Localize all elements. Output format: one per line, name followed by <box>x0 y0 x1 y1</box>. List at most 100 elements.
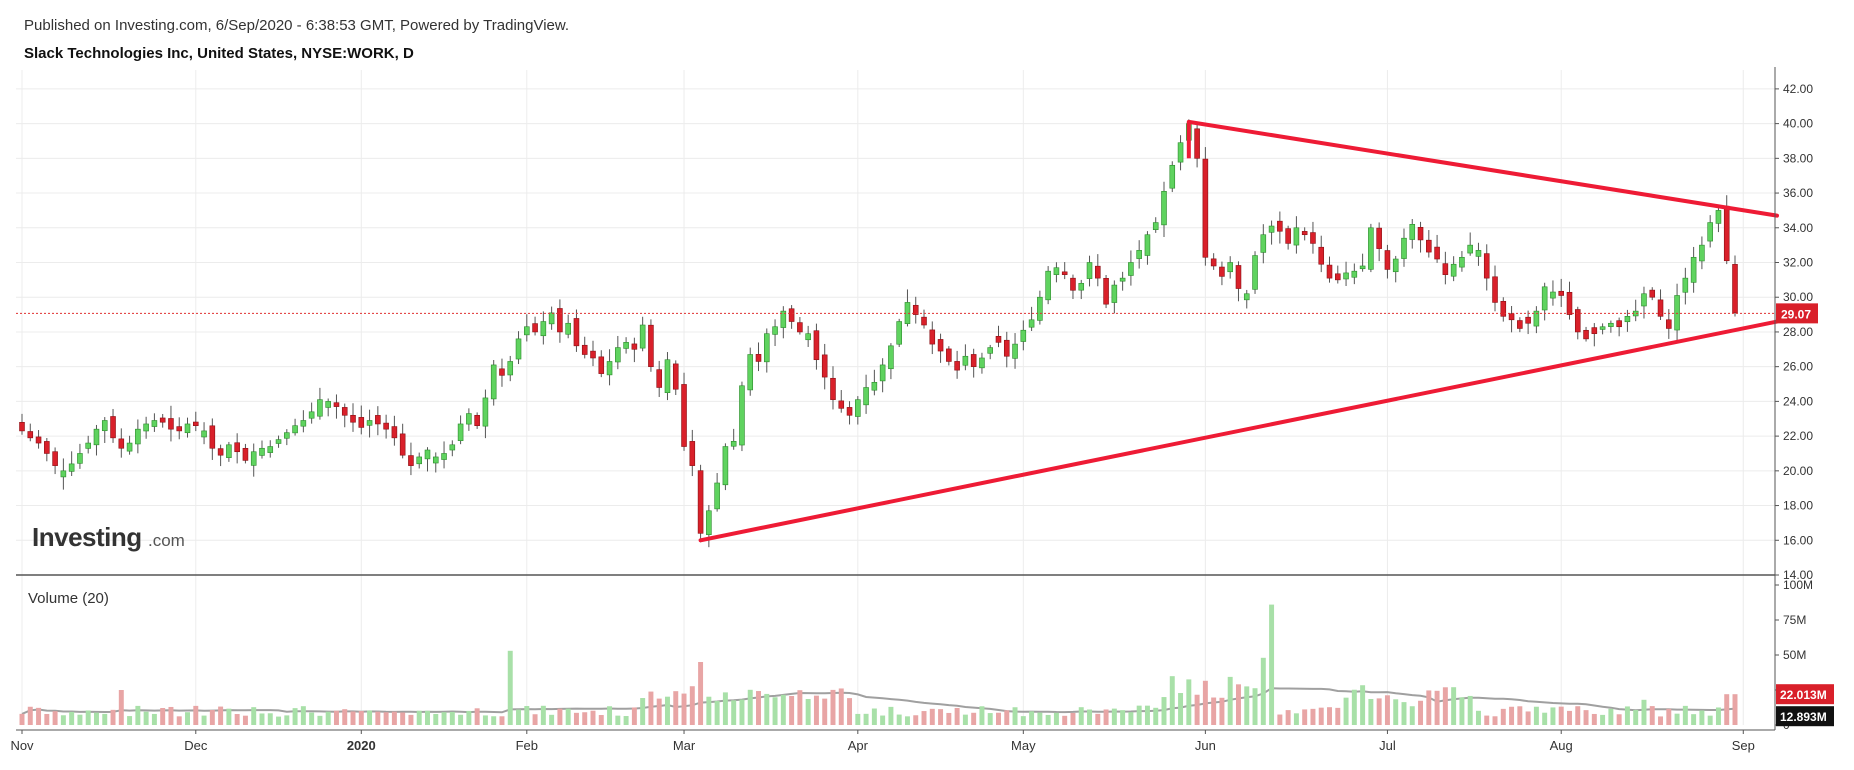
y-tick-label: 28.00 <box>1783 325 1813 339</box>
volume-bar <box>615 715 621 725</box>
candle-body <box>1285 228 1291 244</box>
candle-body <box>1095 265 1101 279</box>
candle-body <box>19 422 25 432</box>
candle-body <box>267 446 274 453</box>
candle-body <box>623 342 629 349</box>
candle-body <box>507 361 514 376</box>
candle-body <box>201 430 207 438</box>
volume-bar <box>1144 705 1150 725</box>
candle-body <box>27 431 34 439</box>
candle-body <box>1641 293 1647 307</box>
candle-body <box>1616 320 1622 328</box>
candle-body <box>1252 255 1258 290</box>
volume-bar <box>582 712 588 725</box>
volume-bar <box>416 710 422 725</box>
candle-body <box>879 364 886 382</box>
volume-bar <box>888 706 894 725</box>
volume-tick-label: 100M <box>1783 578 1813 592</box>
volume-tick-label: 75M <box>1783 613 1806 627</box>
volume-bar <box>1343 697 1349 725</box>
candle-body <box>68 463 75 472</box>
x-tick-label: Jun <box>1195 738 1216 753</box>
volume-bar <box>971 712 977 725</box>
candle-body <box>1310 232 1316 244</box>
volume-last-tag <box>1776 684 1834 705</box>
candle-body <box>606 361 613 376</box>
volume-bar <box>358 711 364 725</box>
volume-bar <box>805 699 811 725</box>
candle-body <box>474 415 480 426</box>
candle-body <box>317 399 323 417</box>
candle-body <box>391 426 398 439</box>
volume-bar <box>1310 708 1316 725</box>
volume-bar <box>375 711 381 725</box>
candle-body <box>1078 283 1085 291</box>
y-tick-label: 30.00 <box>1783 290 1813 304</box>
volume-bar <box>1475 710 1481 725</box>
volume-bar <box>1517 706 1523 725</box>
volume-bar <box>19 713 25 725</box>
volume-bar <box>1103 709 1109 725</box>
candle-body <box>648 324 654 367</box>
candle-body <box>1450 263 1457 277</box>
volume-bar <box>284 715 290 725</box>
volume-bar <box>1583 710 1589 725</box>
candle-body <box>1426 239 1432 253</box>
volume-bar <box>350 711 356 725</box>
volume-bar <box>36 707 42 725</box>
trendlines <box>698 119 1779 543</box>
volume-bar <box>491 716 497 725</box>
volume-bar <box>325 711 331 725</box>
candle-body <box>1061 271 1068 275</box>
volume-bar <box>1418 700 1424 725</box>
volume-bar <box>1219 697 1225 725</box>
candlesticks <box>19 119 1738 548</box>
candle-body <box>60 470 67 478</box>
volume-bar <box>1078 707 1084 725</box>
candle-body <box>1335 273 1341 281</box>
volume-bar <box>739 699 745 725</box>
volume-bar <box>863 713 869 725</box>
volume-bar <box>1732 694 1738 725</box>
candle-body <box>946 348 952 362</box>
candle-body <box>1624 316 1631 323</box>
candle-body <box>524 326 530 336</box>
volume-bar <box>673 691 679 725</box>
volume-bar <box>987 713 993 725</box>
volume-bar <box>160 708 166 725</box>
volume-bar <box>904 716 910 725</box>
volume-bar <box>1327 707 1332 725</box>
candle-body <box>275 439 282 444</box>
candle-body <box>739 385 745 446</box>
candle-body <box>1682 277 1689 293</box>
candle-body <box>763 333 770 363</box>
candle-body <box>193 421 199 426</box>
volume-moving-average <box>21 687 1736 715</box>
volume-bar <box>1335 707 1341 725</box>
candle-body <box>1674 295 1680 331</box>
volume-bar <box>77 714 83 725</box>
candle-body <box>1732 264 1738 314</box>
volume-bar <box>118 690 124 725</box>
volume-bar <box>1641 699 1647 725</box>
candle-body <box>1318 246 1325 265</box>
candle-body <box>515 338 522 360</box>
volume-bar <box>664 696 670 725</box>
candle-body <box>209 425 216 449</box>
volume-bar <box>1467 695 1473 725</box>
volume-bar <box>656 698 662 725</box>
candle-body <box>308 411 315 419</box>
volume-bar <box>309 712 315 725</box>
volume-bar <box>1062 715 1068 725</box>
volume-bar <box>1459 697 1465 725</box>
candle-body <box>126 442 133 452</box>
candle-body <box>110 416 116 439</box>
volume-ma-label: 12.893M <box>1780 710 1827 724</box>
volume-bar <box>764 693 770 725</box>
candle-body <box>432 456 439 464</box>
candle-body <box>234 442 240 453</box>
volume-bar <box>1500 708 1506 725</box>
volume-bar <box>1012 707 1018 725</box>
candle-body <box>532 323 538 333</box>
